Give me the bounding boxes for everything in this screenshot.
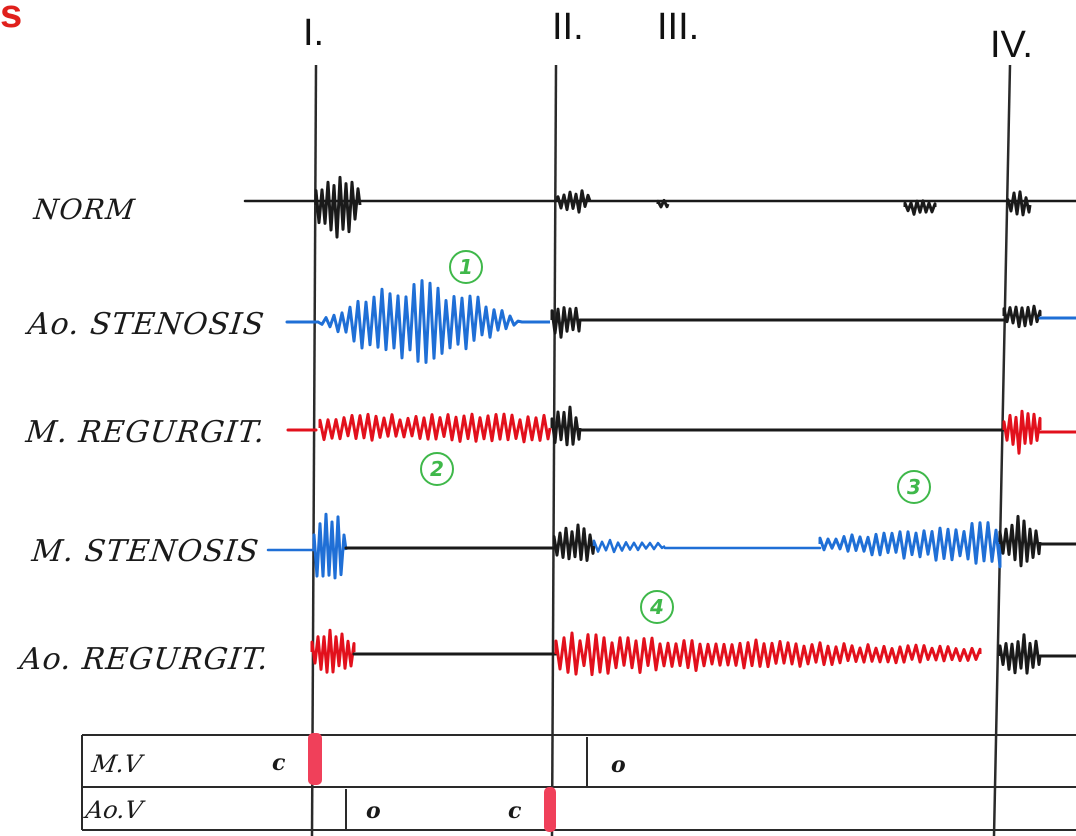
vline-I: [310, 64, 318, 836]
mr-murmur: [318, 412, 552, 444]
row-label-m-regurgit: M. REGURGIT.: [24, 415, 267, 450]
marker-1-icon: 1: [449, 250, 483, 284]
vline-IV: [992, 64, 1012, 836]
aov-state-open: o: [366, 798, 381, 824]
row-label-ao-stenosis: Ao. STENOSIS: [26, 307, 267, 342]
mr-s2: [550, 405, 582, 447]
ar-s1: [310, 628, 356, 674]
phase-label-II: II.: [552, 6, 584, 48]
phase-label-III: III.: [657, 6, 700, 48]
aos-murmur: [317, 279, 550, 364]
mv-state-closed: c: [272, 750, 286, 776]
ms-s2: [552, 523, 596, 562]
aov-state-closed: c: [508, 798, 522, 824]
norm-s1-burst: [314, 175, 362, 239]
marker-4-icon: 4: [640, 590, 674, 624]
norm-s3-dot: [656, 198, 670, 209]
mv-close-marker: [308, 733, 322, 785]
aov-close-marker: [544, 787, 556, 832]
norm-s2-burst: [556, 189, 592, 214]
ms-presystolic: [818, 521, 1002, 569]
norm-s1b-burst: [1006, 190, 1032, 217]
valve-label-aov: Ao.V: [84, 796, 145, 824]
ms-opening-snap: [592, 538, 666, 554]
ms-s1b: [998, 514, 1042, 568]
ar-murmur: [554, 631, 982, 677]
row-label-norm: NORM: [32, 193, 138, 226]
mv-state-open: o: [611, 752, 626, 778]
marker-2-icon: 2: [420, 452, 454, 486]
phase-label-IV: IV.: [990, 24, 1033, 66]
row-label-m-stenosis: M. STENOSIS: [30, 534, 261, 569]
norm-s4-burst: [903, 199, 937, 216]
ms-s1: [312, 512, 348, 580]
row-label-ao-regurgit: Ao. REGURGIT.: [18, 642, 271, 677]
ar-s1b: [998, 633, 1042, 675]
vline-II: [550, 64, 558, 836]
marker-3-icon: 3: [897, 470, 931, 504]
phase-label-I: I.: [303, 12, 325, 54]
valve-label-mv: M.V: [90, 750, 144, 778]
aos-s2: [550, 306, 582, 339]
mr-s1b: [1002, 409, 1042, 455]
wave-group: [243, 175, 1076, 677]
aos-s1b: [1002, 304, 1042, 329]
corner-letter: s: [0, 0, 23, 36]
